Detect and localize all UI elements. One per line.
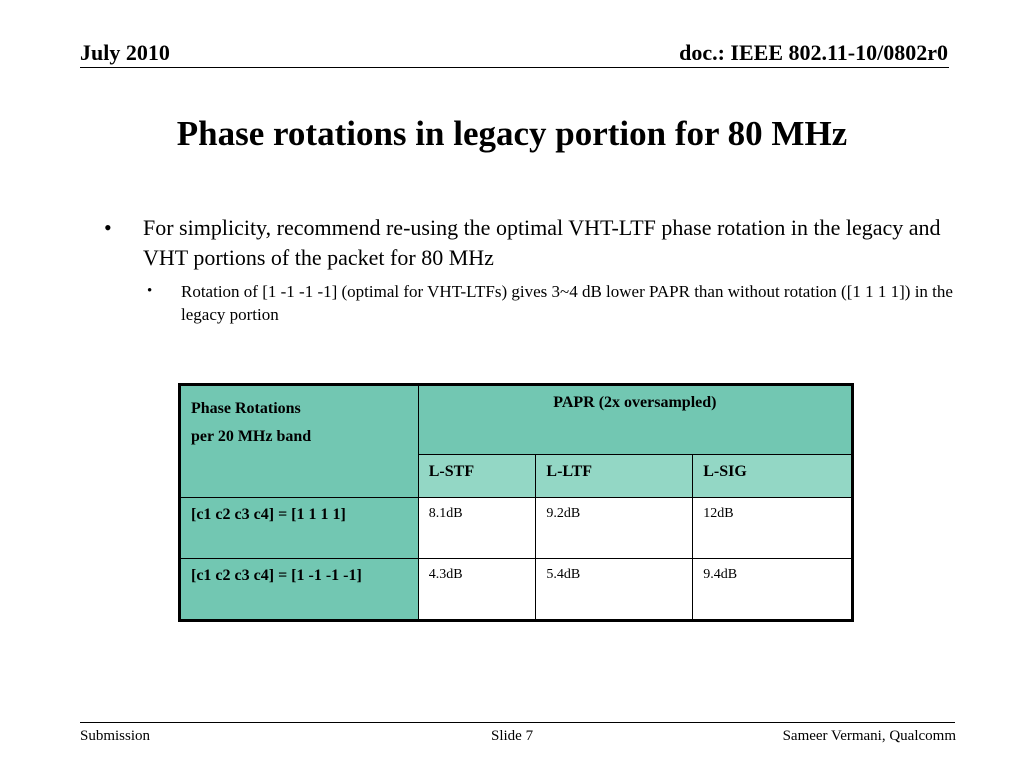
cell-value: 12dB [692,497,853,559]
footer-divider [80,722,955,723]
cell-value: 5.4dB [535,558,694,621]
footer-submission: Submission [80,728,151,744]
header-divider [80,67,949,68]
phase-rotations-header-line1: Phase Rotations [191,400,301,417]
subheader-l-ltf: L-LTF [535,453,694,499]
table-row: [c1 c2 c3 c4] = [1 -1 -1 -1] 4.3dB 5.4dB… [179,558,853,621]
phase-rotations-header: Phase Rotations per 20 MHz band [179,384,419,498]
phase-rotations-header-line2: per 20 MHz band [191,428,312,445]
cell-value: 8.1dB [417,497,537,559]
subheader-l-stf: L-STF [417,453,537,499]
cell-value: 9.2dB [535,497,694,559]
table-row: [c1 c2 c3 c4] = [1 1 1 1] 8.1dB 9.2dB 12… [179,497,853,559]
table-header-row: Phase Rotations per 20 MHz band PAPR (2x… [179,384,854,498]
papr-table: Phase Rotations per 20 MHz band PAPR (2x… [178,383,854,622]
header-date: July 2010 [80,40,170,65]
bullet-level1: For simplicity, recommend re-using the o… [143,215,941,270]
table-subheader-row: L-STF L-LTF L-SIG [180,453,853,499]
cell-value: 4.3dB [417,558,537,621]
header-doc-id: doc.: IEEE 802.11-10/0802r0 [679,40,948,65]
row-label: [c1 c2 c3 c4] = [1 -1 -1 -1] [179,558,419,621]
row-label: [c1 c2 c3 c4] = [1 1 1 1] [179,497,419,559]
footer-author: Sameer Vermani, Qualcomm [782,728,956,744]
bullet-marker-level1: • [104,215,112,240]
slide-title: Phase rotations in legacy portion for 80… [176,114,848,153]
bullet-marker-level2: • [147,283,153,299]
subheader-l-sig: L-SIG [692,453,853,499]
bullet-level2: Rotation of [1 -1 -1 -1] (optimal for VH… [181,282,953,324]
papr-group-header: PAPR (2x oversampled) [417,384,854,455]
footer-slide-number: Slide 7 [491,728,534,744]
cell-value: 9.4dB [692,558,853,621]
